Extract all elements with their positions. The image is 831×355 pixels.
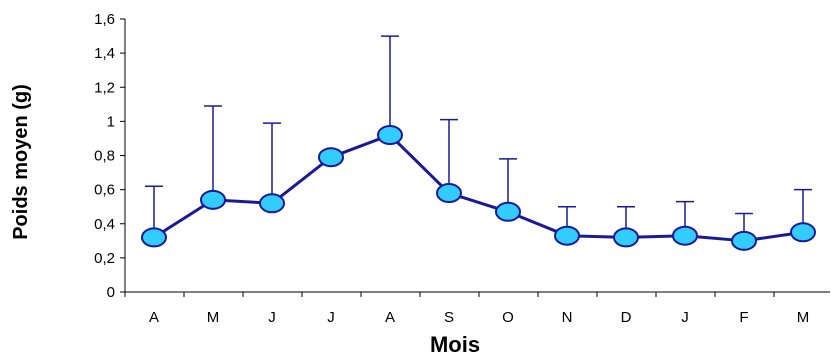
data-point: [495, 201, 521, 222]
data-point: [731, 230, 757, 251]
x-tick-label: A: [149, 309, 159, 326]
y-tick-label: 1,4: [94, 45, 115, 62]
data-point: [554, 225, 580, 246]
y-tick-label: 0,8: [94, 148, 115, 165]
x-tick-label: M: [207, 309, 220, 326]
y-tick-label: 1: [107, 113, 115, 130]
x-tick-label: F: [739, 309, 748, 326]
x-axis-title: Mois: [430, 332, 480, 355]
x-tick-label: N: [562, 309, 573, 326]
x-tick-label: M: [797, 309, 810, 326]
y-tick-label: 0,6: [94, 182, 115, 199]
x-tick-label: J: [268, 309, 276, 326]
x-tick-label: J: [327, 309, 335, 326]
x-tick-label: O: [502, 309, 514, 326]
series-line: [153, 133, 804, 243]
data-point: [377, 125, 403, 146]
y-axis-title: Poids moyen (g): [10, 84, 32, 240]
x-tick-label: J: [681, 309, 689, 326]
y-tick-label: 0,4: [94, 216, 115, 233]
x-tick-label: S: [444, 309, 454, 326]
data-point: [613, 227, 639, 248]
data-point: [436, 183, 462, 204]
data-point: [259, 193, 285, 214]
x-tick-label: A: [385, 309, 395, 326]
data-point: [141, 227, 167, 248]
data-point: [790, 222, 816, 243]
data-point: [318, 147, 344, 168]
data-point: [200, 189, 226, 210]
plot-area: 0 0,2 0,4 0,6 0,8 1 1,2 1,4 1,6 A M J J A S O N D J F M: [94, 11, 830, 326]
y-tick-label: 1,2: [94, 79, 115, 96]
y-tick-label: 0: [107, 284, 115, 301]
y-tick-label: 1,6: [94, 11, 115, 28]
x-tick-label: D: [621, 309, 632, 326]
data-point: [672, 225, 698, 246]
y-tick-label: 0,2: [94, 250, 115, 267]
